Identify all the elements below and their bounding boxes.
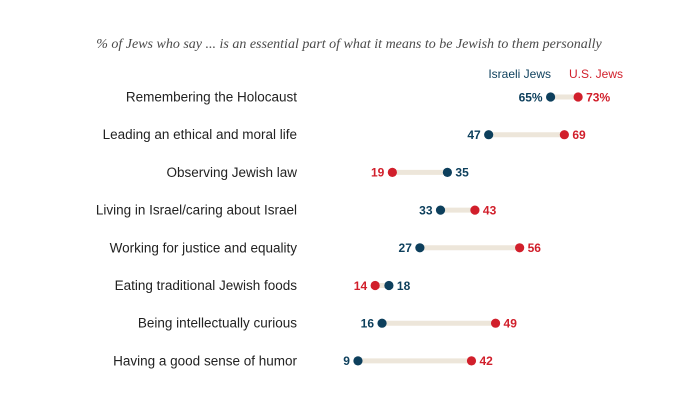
category-label: Having a good sense of humor [113, 353, 297, 368]
israeli-jews-value-label: 16 [361, 317, 375, 331]
israeli-jews-value-label: 35 [455, 166, 469, 180]
legend: Israeli Jews U.S. Jews [488, 67, 623, 81]
us-jews-dot [470, 205, 480, 215]
israeli-jews-dot [353, 356, 363, 366]
israeli-jews-value-label: 27 [399, 241, 413, 255]
israeli-jews-value-label: 33 [419, 203, 433, 217]
category-label: Working for justice and equality [110, 240, 298, 255]
israeli-jews-value-label: 65% [519, 90, 543, 104]
row-8: Having a good sense of humor 9 42 [113, 353, 493, 368]
us-jews-dot [490, 318, 501, 328]
israeli-jews-dot [435, 205, 446, 215]
us-jews-value-label: 43 [483, 203, 497, 217]
row-7: Being intellectually curious 16 49 [138, 316, 517, 331]
us-jews-dot [466, 356, 477, 366]
row-2: Leading an ethical and moral life 47 69 [103, 127, 586, 142]
row-4: Living in Israel/caring about Israel 33 43 [96, 203, 497, 218]
israeli-jews-value-label: 18 [397, 279, 411, 293]
us-jews-dot [387, 167, 397, 177]
us-jews-value-label: 69 [572, 128, 586, 142]
us-jews-value-label: 42 [479, 354, 493, 368]
category-label: Living in Israel/caring about Israel [96, 203, 297, 218]
israeli-jews-value-label: 47 [467, 128, 481, 142]
legend-us-jews: U.S. Jews [569, 67, 623, 81]
chart-rows: Remembering the Holocaust 65% 73% Leading a… [96, 90, 611, 369]
israeli-jews-dot [442, 167, 452, 177]
us-jews-value-label: 73% [586, 90, 610, 104]
row-3: Observing Jewish law 35 19 [166, 165, 469, 180]
us-jews-value-label: 14 [354, 279, 368, 293]
category-label: Leading an ethical and moral life [103, 127, 297, 142]
israeli-jews-dot [484, 130, 494, 140]
israeli-jews-dot [546, 92, 556, 102]
category-label: Being intellectually curious [138, 316, 297, 331]
category-label: Remembering the Holocaust [126, 90, 297, 105]
row-1: Remembering the Holocaust 65% 73% [126, 90, 611, 105]
us-jews-dot [515, 243, 525, 253]
israeli-jews-dot [384, 280, 394, 291]
israeli-jews-dot [377, 318, 387, 328]
us-jews-value-label: 56 [528, 241, 542, 255]
israeli-jews-dot [415, 243, 425, 253]
us-jews-value-label: 49 [504, 317, 518, 331]
us-jews-dot [370, 280, 380, 291]
category-label: Observing Jewish law [166, 165, 297, 180]
israeli-jews-value-label: 9 [343, 354, 350, 368]
us-jews-value-label: 19 [371, 166, 385, 180]
legend-israeli-jews: Israeli Jews [488, 67, 551, 81]
chart-subtitle: % of Jews who say ... is an essential pa… [96, 37, 602, 52]
us-jews-dot [573, 92, 583, 102]
us-jews-dot [559, 130, 569, 140]
row-6: Eating traditional Jewish foods 18 14 [115, 278, 411, 293]
category-label: Eating traditional Jewish foods [115, 278, 298, 293]
row-5: Working for justice and equality 27 56 [110, 240, 542, 255]
